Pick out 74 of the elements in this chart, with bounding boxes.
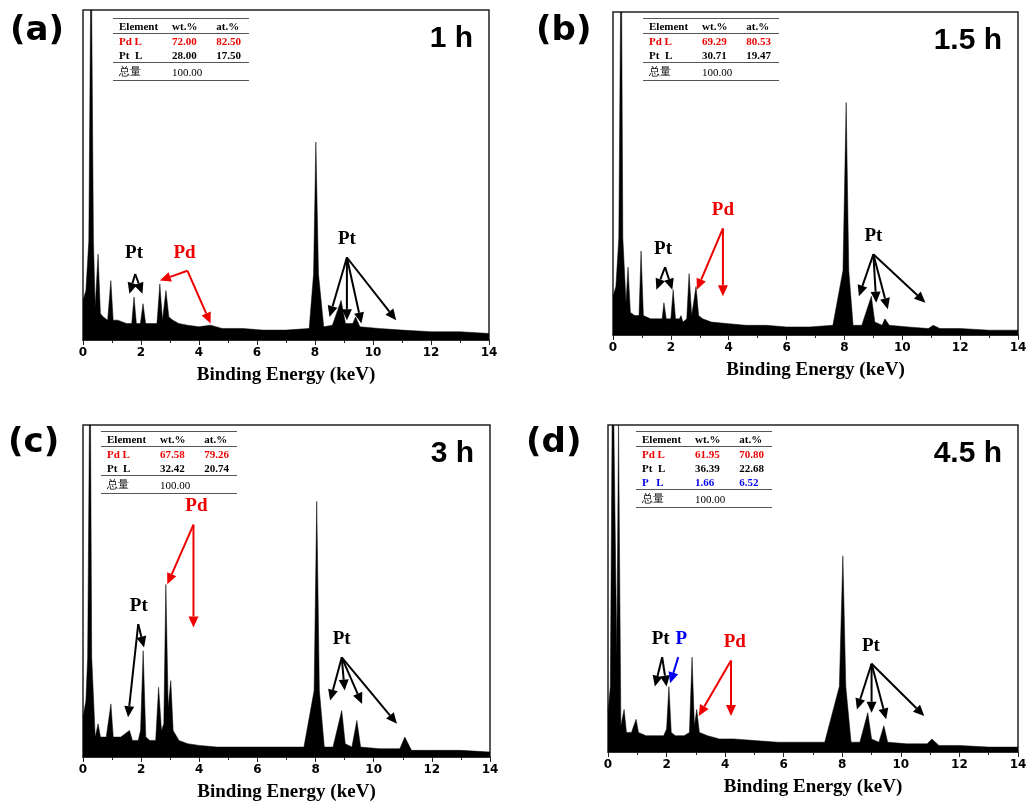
annotation: Pt [651, 627, 671, 649]
text: Pt L 28.00 17.50 [119, 49, 242, 61]
x-tick-label: 12 [951, 757, 968, 771]
x-tick-label: 6 [253, 762, 262, 776]
chart-subtitle: 4.5 h [933, 435, 1002, 469]
x-tick-label: 4 [720, 757, 730, 771]
x-tick-label: 12 [422, 345, 440, 359]
x-tick-label: 10 [365, 762, 383, 776]
text: Pt L 30.71 19.47 [649, 49, 772, 61]
x-tick-label: 8 [311, 762, 320, 776]
text: Element wt.% at.% [649, 20, 770, 32]
x-tick-label: 14 [480, 345, 498, 359]
x-tick-label: 14 [1009, 340, 1027, 354]
chart-subtitle: 1 h [429, 20, 473, 54]
text: Pd L 69.29 80.53 [649, 35, 772, 47]
x-axis-title: Binding Energy (keV) [723, 775, 903, 797]
annotation: Pt [332, 627, 352, 649]
x-tick-label: 14 [1009, 757, 1027, 771]
chart-title: (a) [10, 8, 65, 48]
text: 总量 100.00 [642, 492, 726, 505]
x-tick-label: 12 [951, 340, 969, 354]
chart-title: (b) [536, 8, 592, 48]
chart-title: (d) [526, 420, 582, 460]
text: 总量 100.00 [107, 478, 191, 491]
x-tick-label: 0 [78, 345, 88, 359]
annotation: Pt [129, 593, 149, 615]
annotation: Pd [711, 198, 735, 220]
text: Element wt.% at.% [107, 433, 228, 445]
x-axis-title: Binding Energy (keV) [197, 780, 376, 802]
chart-title: (c) [8, 420, 60, 460]
x-tick-label: 8 [840, 340, 849, 354]
annotation: Pt [337, 227, 357, 249]
text: Pd L 72.00 82.50 [119, 35, 242, 47]
annotation: Pd [723, 630, 747, 652]
x-tick-label: 6 [252, 345, 262, 359]
x-axis-title: Binding Energy (keV) [726, 358, 905, 380]
x-tick-label: 4 [724, 340, 733, 354]
text: Pt L 32.42 20.74 [107, 462, 230, 474]
x-tick-label: 10 [892, 757, 910, 771]
x-tick-label: 2 [136, 762, 146, 776]
x-tick-label: 6 [779, 757, 788, 771]
x-tick-label: 14 [481, 762, 499, 776]
x-axis-title: Binding Energy (keV) [196, 363, 376, 385]
x-tick-label: 8 [310, 345, 320, 359]
annotation: Pd [173, 240, 197, 262]
x-tick-label: 8 [838, 757, 847, 771]
annotation: Pt [125, 240, 144, 262]
x-tick-label: 12 [423, 762, 441, 776]
x-tick-label: 0 [603, 757, 613, 771]
text: Pt L 36.39 22.68 [642, 462, 765, 474]
text: 总量 100.00 [649, 65, 733, 78]
chart-subtitle: 3 h [430, 435, 474, 469]
x-tick-label: 6 [782, 340, 791, 354]
annotation: Pt [864, 224, 883, 246]
chart-subtitle: 1.5 h [933, 22, 1002, 56]
x-tick-label: 4 [195, 762, 204, 776]
text: Pd L 67.58 79.26 [107, 448, 230, 460]
annotation: P [675, 627, 688, 649]
annotation: Pd [185, 494, 208, 516]
text: Element wt.% at.% [642, 433, 763, 445]
x-tick-label: 0 [78, 762, 88, 776]
x-tick-label: 0 [608, 340, 618, 354]
x-tick-label: 10 [893, 340, 911, 354]
text: P L 1.66 6.52 [642, 476, 759, 488]
x-tick-label: 4 [194, 345, 204, 359]
x-tick-label: 10 [364, 345, 382, 359]
text: Element wt.% at.% [119, 20, 240, 32]
text: 总量 100.00 [119, 65, 203, 78]
x-tick-label: 2 [136, 345, 146, 359]
annotation: Pt [654, 237, 673, 259]
x-tick-label: 2 [662, 757, 671, 771]
annotation: Pt [862, 633, 881, 655]
x-tick-label: 2 [666, 340, 676, 354]
text: Pd L 61.95 70.80 [642, 448, 765, 460]
